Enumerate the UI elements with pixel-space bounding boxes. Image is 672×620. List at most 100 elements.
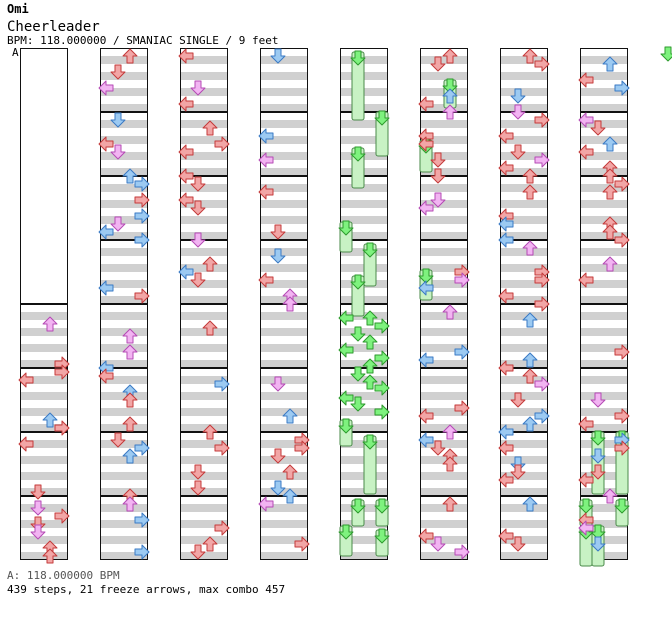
measure-border: [340, 432, 388, 496]
beat-band: [580, 392, 628, 400]
down-arrow-icon: [190, 480, 206, 496]
beat-band: [420, 376, 468, 384]
beat-band: [420, 440, 468, 448]
beat-band: [100, 488, 148, 496]
beat-band: [420, 216, 468, 224]
beat-band: [180, 312, 228, 320]
beat-band: [100, 312, 148, 320]
up-arrow-icon: [522, 184, 538, 200]
beat-band: [260, 360, 308, 368]
beat-band: [180, 392, 228, 400]
beat-band: [500, 72, 548, 80]
beat-band: [100, 440, 148, 448]
chart-column: [420, 48, 468, 560]
beat-band: [100, 296, 148, 304]
beat-band: [180, 136, 228, 144]
beat-band: [100, 264, 148, 272]
right-arrow-icon: [534, 56, 550, 72]
up-arrow-icon: [122, 416, 138, 432]
down-arrow-icon: [510, 104, 526, 120]
left-arrow-icon: [338, 390, 354, 406]
up-arrow-icon: [42, 316, 58, 332]
up-arrow-icon: [42, 412, 58, 428]
up-arrow-icon: [602, 224, 618, 240]
beat-band: [500, 296, 548, 304]
beat-band: [260, 488, 308, 496]
beat-band: [420, 168, 468, 176]
beat-band: [260, 392, 308, 400]
beat-band: [180, 344, 228, 352]
beat-band: [260, 200, 308, 208]
left-arrow-icon: [418, 200, 434, 216]
beat-band: [340, 360, 388, 368]
beat-band: [580, 424, 628, 432]
beat-band: [580, 376, 628, 384]
up-arrow-icon: [202, 320, 218, 336]
beat-band: [100, 232, 148, 240]
up-arrow-icon: [602, 168, 618, 184]
down-arrow-icon: [510, 464, 526, 480]
beat-band: [260, 88, 308, 96]
beat-band: [580, 56, 628, 64]
up-arrow-icon: [362, 374, 378, 390]
measure-border: [100, 368, 148, 432]
up-arrow-icon: [362, 310, 378, 326]
beat-band: [500, 104, 548, 112]
measure-border: [260, 368, 308, 432]
measure-border: [500, 496, 548, 560]
beat-band: [260, 328, 308, 336]
down-arrow-icon: [30, 524, 46, 540]
beat-band: [180, 184, 228, 192]
right-arrow-icon: [134, 512, 150, 528]
beat-band: [500, 56, 548, 64]
right-arrow-icon: [454, 272, 470, 288]
left-arrow-icon: [498, 424, 514, 440]
chart-column: [180, 48, 228, 560]
right-arrow-icon: [614, 176, 630, 192]
beat-band: [20, 312, 68, 320]
chart-column: [500, 48, 548, 560]
beat-band: [20, 344, 68, 352]
beat-band: [180, 72, 228, 80]
down-arrow-icon: [110, 112, 126, 128]
up-arrow-icon: [282, 488, 298, 504]
beat-band: [180, 120, 228, 128]
beat-band: [500, 312, 548, 320]
up-arrow-icon: [602, 256, 618, 272]
beat-band: [20, 360, 68, 368]
right-arrow-icon: [374, 318, 390, 334]
down-arrow-icon: [430, 192, 446, 208]
left-arrow-icon: [418, 96, 434, 112]
beat-band: [420, 136, 468, 144]
measure-border: [420, 496, 468, 560]
down-arrow-icon: [660, 46, 672, 62]
beat-band: [180, 280, 228, 288]
beat-band: [100, 504, 148, 512]
beat-band: [420, 104, 468, 112]
beat-band: [180, 152, 228, 160]
beat-band: [260, 104, 308, 112]
measure-border: [260, 112, 308, 176]
left-arrow-icon: [578, 472, 594, 488]
beat-band: [260, 408, 308, 416]
left-arrow-icon: [578, 272, 594, 288]
beat-band: [180, 88, 228, 96]
beat-band: [340, 376, 388, 384]
beat-band: [180, 328, 228, 336]
up-arrow-icon: [522, 312, 538, 328]
beat-band: [500, 456, 548, 464]
beat-band: [260, 152, 308, 160]
left-arrow-icon: [578, 416, 594, 432]
beat-band: [580, 200, 628, 208]
beat-band: [420, 504, 468, 512]
up-arrow-icon: [442, 304, 458, 320]
beat-band: [260, 536, 308, 544]
down-arrow-icon: [338, 220, 354, 236]
bpm-marker: A: [12, 46, 19, 59]
beat-band: [180, 168, 228, 176]
left-arrow-icon: [578, 112, 594, 128]
beat-band: [180, 520, 228, 528]
right-arrow-icon: [534, 112, 550, 128]
down-arrow-icon: [430, 152, 446, 168]
up-arrow-icon: [522, 368, 538, 384]
